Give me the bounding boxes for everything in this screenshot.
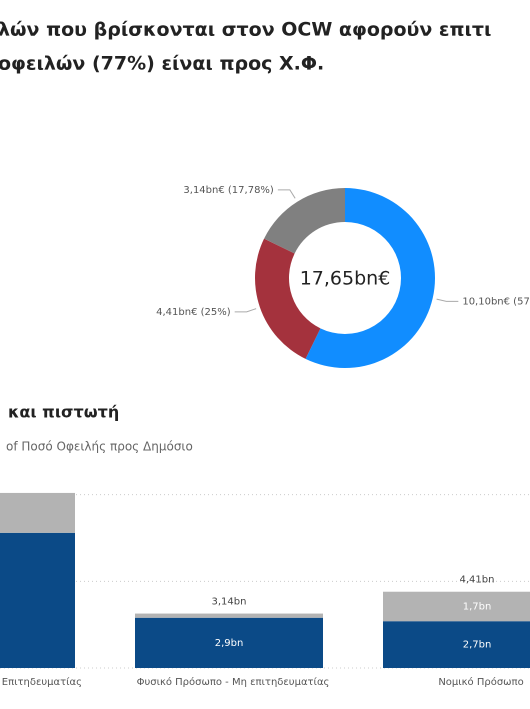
bar-segment — [383, 591, 530, 622]
data-label: 4,41bn€ (25%) — [156, 307, 231, 318]
x-tick-label: Νομικό Πρόσωπο — [438, 676, 523, 688]
bar-segment — [135, 613, 323, 618]
bar-segment — [135, 617, 323, 668]
chart-title: και πιστωτή — [8, 403, 119, 422]
donut-center-label: 17,65bn€ — [300, 268, 391, 290]
donut-slice — [255, 238, 321, 359]
total-label: 3,14bn — [212, 597, 247, 608]
total-label: 4,41bn — [460, 575, 495, 586]
leader-line — [436, 298, 459, 302]
bar-segment — [0, 532, 75, 668]
bar-segment — [383, 621, 530, 668]
donut-slice — [264, 188, 345, 254]
header-line: λών που βρίσκονται στον OCW αφορούν επιτ… — [0, 19, 491, 41]
header-line: οφειλών (77%) είναι προς Χ.Φ. — [0, 53, 324, 75]
data-label: 3,14bn€ (17,78%) — [183, 185, 274, 196]
x-tick-label: Φυσικό Πρόσωπο - Μη επιτηδευματίας — [137, 676, 330, 688]
bar-segment — [0, 492, 75, 533]
data-label: 10,10bn€ (57, — [462, 296, 530, 307]
data-label: 1,7bn — [463, 601, 492, 612]
data-label: 2,7bn — [463, 640, 492, 651]
leader-line — [277, 189, 296, 199]
chart-subtitle: of Ποσό Οφειλής προς Δημόσιο — [6, 440, 193, 454]
donut-slice — [305, 188, 435, 368]
x-tick-label: Επιτηδευματίας — [2, 676, 82, 688]
data-label: 2,9bn — [215, 638, 244, 649]
leader-line — [234, 308, 257, 313]
